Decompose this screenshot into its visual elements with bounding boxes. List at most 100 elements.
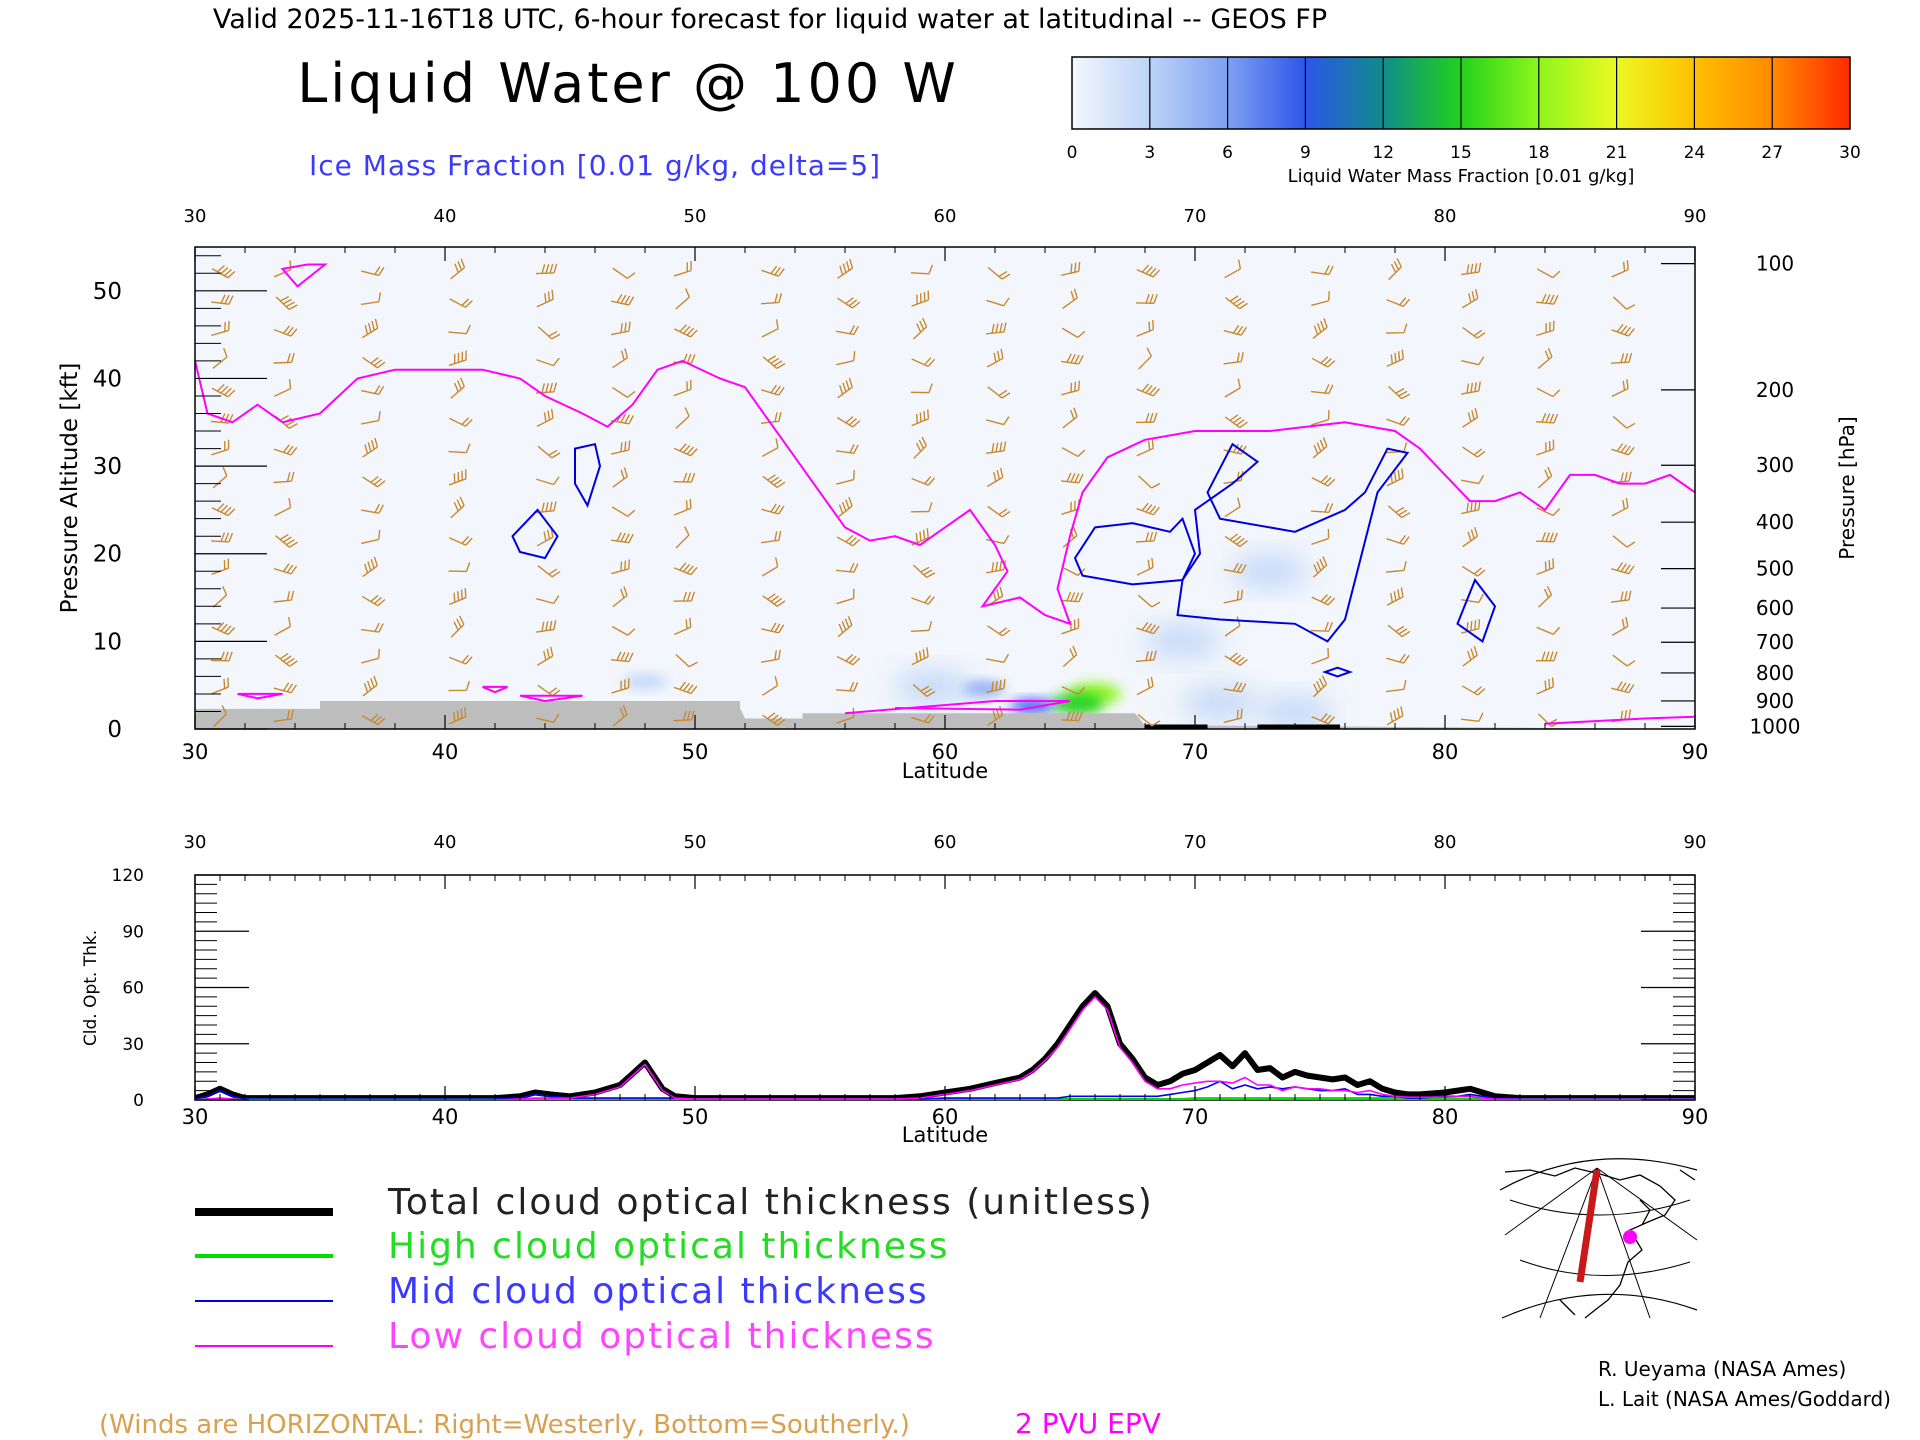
- x-tick-label-top: 70: [1184, 832, 1207, 853]
- wind-barb: [211, 677, 230, 695]
- wind-barb: [612, 705, 628, 727]
- y-tick-label: 120: [112, 866, 144, 886]
- wind-barb: [1224, 414, 1248, 429]
- wind-barb: [912, 684, 936, 697]
- wind-barb: [835, 562, 859, 573]
- liquid-water-field: [623, 555, 1333, 729]
- x-tick-label: 90: [1682, 1105, 1709, 1129]
- wind-barb: [1311, 291, 1330, 307]
- wind-barb: [986, 348, 1004, 368]
- wind-barb: [837, 615, 853, 638]
- wind-barb: [1462, 646, 1478, 667]
- wind-barb: [535, 501, 557, 514]
- ice-contours: [237, 263, 1695, 725]
- wind-barb: [1536, 439, 1555, 456]
- wind-barb: [611, 625, 636, 636]
- colorbar-tick-label: 3: [1144, 143, 1155, 163]
- wind-barb: [211, 439, 230, 456]
- y-tick-label: 20: [93, 542, 122, 568]
- wind-barb: [673, 591, 696, 602]
- main-title: Liquid Water @ 100 W: [297, 52, 959, 115]
- wind-barb: [1060, 353, 1084, 365]
- wind-barb: [1136, 383, 1161, 397]
- wind-barb: [1385, 323, 1408, 334]
- wind-barb: [450, 377, 465, 399]
- wind-barb: [987, 586, 1004, 607]
- wind-barb: [911, 528, 929, 546]
- wind-barb: [911, 290, 930, 307]
- wind-barb: [911, 409, 930, 427]
- wind-barb: [762, 712, 786, 726]
- wind-barb: [675, 526, 690, 549]
- wind-barb: [211, 320, 230, 337]
- colorbar-label: Liquid Water Mass Fraction [0.01 g/kg]: [1288, 166, 1635, 187]
- wind-barb: [673, 562, 698, 576]
- wind-barb: [912, 317, 928, 340]
- wind-barb: [1135, 412, 1158, 424]
- colorbar-tick-label: 18: [1528, 143, 1550, 163]
- wind-barb: [1461, 565, 1486, 577]
- wind-barb: [361, 529, 381, 545]
- wind-barb: [762, 676, 779, 696]
- wind-barb: [449, 417, 473, 427]
- bottom-xlabel: Latitude: [902, 1123, 988, 1147]
- colorbar-tick-label: 27: [1761, 143, 1783, 163]
- wind-barb: [360, 622, 384, 633]
- wind-barb: [1062, 407, 1078, 429]
- wind-barb: [1610, 471, 1632, 484]
- cross-section-panel: 3030404050506060707080809090010203040501…: [57, 206, 1859, 783]
- wind-barb: [212, 585, 228, 608]
- wind-barb: [1135, 531, 1158, 543]
- wind-barb: [673, 472, 696, 483]
- wind-barb: [537, 445, 561, 459]
- wind-barb: [1310, 384, 1334, 395]
- wind-barb: [1137, 475, 1161, 489]
- colorbar-tick-label: 9: [1300, 143, 1311, 163]
- wind-barb: [1061, 447, 1086, 458]
- epv-low-contour: [482, 685, 508, 694]
- wind-barb: [1386, 416, 1410, 427]
- wind-barb: [673, 498, 692, 516]
- wind-barb: [610, 532, 634, 544]
- wind-barb: [1310, 265, 1334, 276]
- pressure-tick-label: 200: [1756, 378, 1794, 402]
- wind-barb: [1535, 293, 1559, 305]
- wind-barb: [1385, 679, 1407, 693]
- wind-barb: [1311, 713, 1336, 725]
- wind-barb: [761, 622, 785, 634]
- map-marker: [1623, 1230, 1637, 1244]
- wind-barb: [1462, 527, 1479, 548]
- wind-barb: [210, 413, 234, 424]
- wind-barb: [361, 648, 380, 664]
- wind-barb: [448, 350, 467, 367]
- wind-barb: [211, 384, 236, 398]
- wind-barb: [1312, 556, 1328, 578]
- wind-barb: [611, 321, 631, 336]
- y-tick-label: 50: [93, 279, 122, 305]
- wind-barb: [1387, 385, 1411, 400]
- x-tick-label-top: 70: [1184, 206, 1207, 227]
- ice-contour: [574, 443, 602, 508]
- wind-barb: [1061, 327, 1086, 339]
- wind-barb: [536, 408, 554, 427]
- wind-barb: [1386, 297, 1411, 308]
- wind-barb: [835, 443, 859, 455]
- wind-barb: [837, 258, 854, 279]
- wind-barb: [673, 681, 698, 695]
- wind-barb: [536, 476, 560, 486]
- wind-barb: [274, 498, 292, 517]
- winds-note: (Winds are HORIZONTAL: Right=Westerly, B…: [99, 1410, 910, 1440]
- wind-barb: [673, 710, 695, 722]
- epv-label: 2 PVU EPV: [1015, 1407, 1161, 1440]
- x-tick-label-top: 60: [934, 206, 957, 227]
- wind-barb: [448, 536, 473, 546]
- wind-barb: [275, 533, 298, 548]
- epv-low-contour: [1544, 715, 1695, 725]
- wind-barb: [537, 565, 561, 578]
- subtitle: Ice Mass Fraction [0.01 g/kg, delta=5]: [309, 149, 881, 182]
- wind-barb: [273, 563, 298, 575]
- x-tick-label-top: 60: [934, 832, 957, 853]
- wind-barb: [362, 437, 379, 458]
- ice-contour: [511, 508, 559, 560]
- wind-barb: [361, 411, 381, 425]
